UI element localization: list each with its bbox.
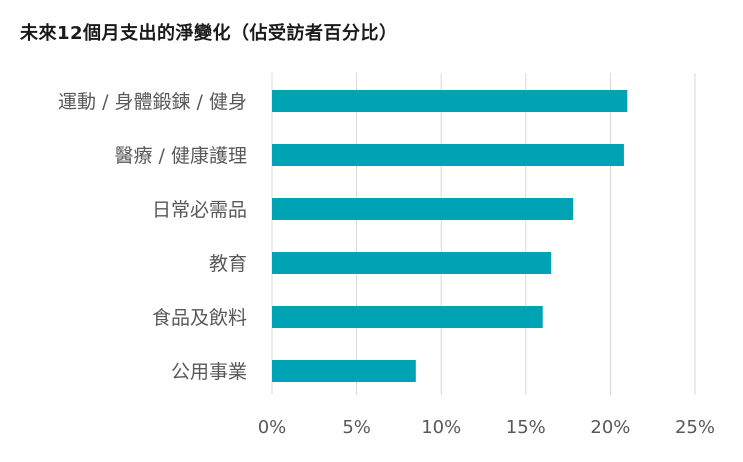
category-label: 醫療 / 健康護理	[115, 145, 247, 167]
x-tick-label: 10%	[421, 417, 461, 438]
bar	[272, 144, 624, 166]
bar	[272, 360, 416, 382]
category-label: 教育	[209, 253, 247, 275]
x-tick-label: 25%	[675, 417, 715, 438]
x-tick-label: 5%	[342, 417, 371, 438]
bar	[272, 306, 543, 328]
category-label: 食品及飲料	[152, 307, 247, 329]
category-label: 日常必需品	[152, 199, 247, 221]
category-label: 運動 / 身體鍛鍊 / 健身	[58, 91, 247, 113]
x-tick-label: 0%	[258, 417, 287, 438]
bar	[272, 198, 574, 220]
bar	[272, 252, 552, 274]
x-tick-labels: 0% 5% 10% 15% 20% 25%	[258, 417, 715, 438]
chart-title: 未來12個月支出的淨變化（佔受訪者百分比）	[20, 23, 398, 44]
x-tick-label: 15%	[506, 417, 546, 438]
bar	[272, 90, 628, 112]
category-label: 公用事業	[171, 361, 247, 383]
grid-lines	[271, 73, 696, 395]
bars	[272, 90, 628, 382]
x-tick-label: 20%	[590, 417, 630, 438]
